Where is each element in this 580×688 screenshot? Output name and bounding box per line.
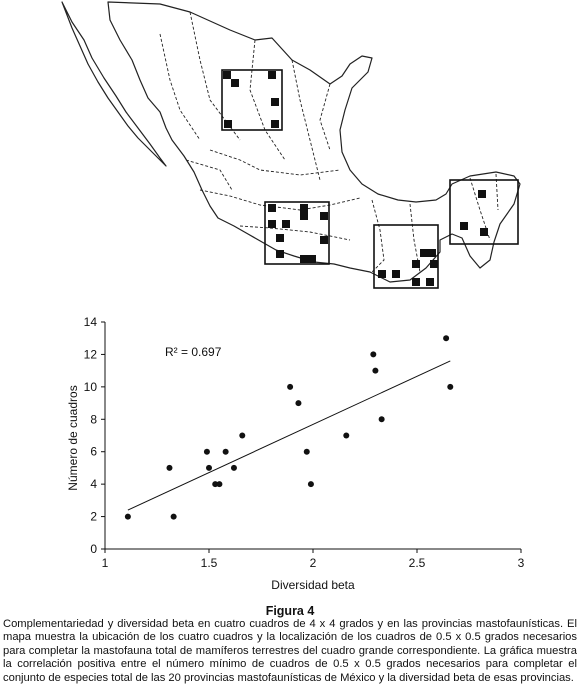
mainland-outline <box>107 1 521 283</box>
data-point <box>295 400 302 407</box>
figure-caption: Complementariedad y diversidad beta en c… <box>3 618 577 684</box>
baja-california-outline <box>61 1 167 167</box>
x-axis-label: Diversidad beta <box>271 578 355 592</box>
sample-square-north <box>221 69 283 131</box>
y-tick-label: 0 <box>90 542 97 556</box>
data-point <box>124 513 131 520</box>
chart-points <box>124 335 454 520</box>
sample-square-center <box>264 201 330 265</box>
data-point <box>230 464 237 471</box>
data-point <box>303 448 310 455</box>
data-point <box>447 383 454 390</box>
data-point <box>378 416 385 423</box>
data-point <box>170 513 177 520</box>
x-tick-label: 1 <box>102 556 109 570</box>
x-tick-label: 2.5 <box>409 556 426 570</box>
y-tick-label: 6 <box>90 445 97 459</box>
trend-line <box>127 360 451 511</box>
chart-ticks: 1 1.5 2 2.5 3 0 2 4 6 8 10 12 14 <box>84 315 525 570</box>
y-axis-label: Número de cuadros <box>66 385 80 490</box>
y-tick-label: 10 <box>84 380 98 394</box>
y-tick-label: 8 <box>90 412 97 426</box>
data-point <box>203 448 210 455</box>
data-point <box>370 351 377 358</box>
mexico-map <box>61 1 521 289</box>
figure-title: Figura 4 <box>265 604 315 618</box>
data-point <box>222 448 229 455</box>
data-point <box>166 464 173 471</box>
x-tick-label: 1.5 <box>201 556 218 570</box>
data-point <box>372 367 379 374</box>
r-squared-label: R² = 0.697 <box>165 345 222 359</box>
y-tick-label: 12 <box>84 347 98 361</box>
y-tick-label: 4 <box>90 477 97 491</box>
selected-cells <box>223 71 488 286</box>
data-point <box>206 464 212 471</box>
data-point <box>307 481 314 488</box>
data-point <box>343 432 350 439</box>
scatter-chart: 1 1.5 2 2.5 3 0 2 4 6 8 10 12 14 R² = 0.697 Diversid… <box>66 315 525 592</box>
data-point <box>443 335 450 342</box>
data-point <box>287 383 294 390</box>
y-tick-label: 2 <box>90 510 97 524</box>
sample-square-yucatan <box>449 179 519 245</box>
data-point <box>216 481 223 488</box>
data-point <box>212 481 219 488</box>
data-point <box>239 432 246 439</box>
x-tick-label: 2 <box>310 556 317 570</box>
y-tick-label: 14 <box>84 315 98 329</box>
sample-square-south <box>373 224 439 289</box>
x-tick-label: 3 <box>518 556 525 570</box>
